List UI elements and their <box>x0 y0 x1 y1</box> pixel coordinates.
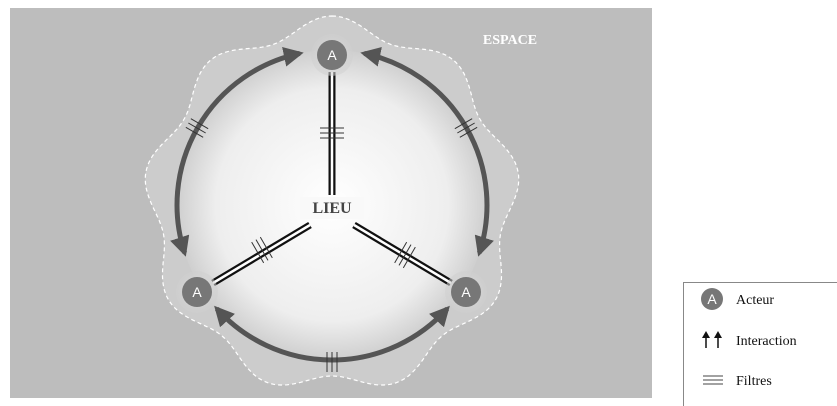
filters <box>185 118 478 372</box>
legend-symbol: A <box>707 291 717 307</box>
actor: A <box>311 34 353 76</box>
place-label: LIEU <box>312 200 352 217</box>
space-label: ESPACE <box>483 33 537 48</box>
place-links <box>211 72 453 287</box>
actor-label: A <box>461 284 471 300</box>
actor-label: A <box>192 284 202 300</box>
legend-label: Interaction <box>736 334 797 349</box>
legend-label: Filtres <box>736 374 772 389</box>
actor: A <box>445 271 487 313</box>
actor: A <box>176 271 218 313</box>
legend-label: Acteur <box>736 293 774 308</box>
actor-label: A <box>327 47 337 63</box>
interaction-arc <box>170 46 304 257</box>
legend: A Acteur Interaction Filtres <box>683 282 837 406</box>
